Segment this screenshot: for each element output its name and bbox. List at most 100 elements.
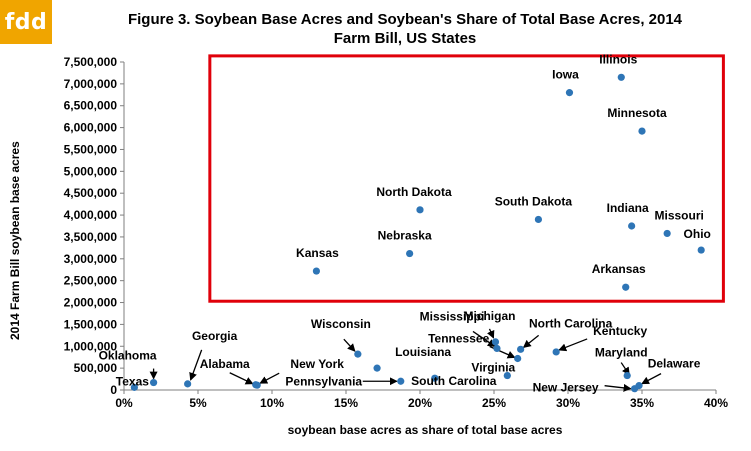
label-arrow	[522, 334, 540, 348]
y-tick-label: 2,500,000	[64, 274, 118, 288]
point-label: Oklahoma	[99, 349, 157, 363]
point-label: Nebraska	[378, 229, 432, 243]
data-point	[663, 229, 671, 238]
label-arrow	[558, 338, 588, 352]
data-point	[552, 348, 560, 356]
y-tick-label: 4,500,000	[64, 186, 118, 200]
y-axis-label: 2014 Farm Bill soybean base acres	[8, 141, 22, 340]
point-label: Delaware	[648, 357, 701, 371]
y-tick-label: 0	[110, 383, 117, 397]
point-label: Missouri	[654, 208, 703, 222]
point-label: New Jersey	[533, 381, 599, 395]
label-arrow	[641, 373, 662, 385]
data-point	[514, 354, 522, 363]
x-tick-label: 20%	[408, 396, 432, 410]
data-point	[253, 381, 261, 389]
data-point	[373, 364, 381, 372]
data-point	[491, 338, 500, 346]
point-label: Iowa	[552, 68, 579, 82]
data-point	[517, 345, 525, 353]
label-arrow	[189, 349, 203, 381]
data-point	[638, 127, 646, 135]
y-tick-label: 7,000,000	[64, 77, 118, 91]
data-points	[130, 73, 705, 393]
data-point	[312, 267, 320, 275]
fdd-logo: fdd	[0, 0, 52, 44]
y-tick-label: 5,500,000	[64, 142, 118, 156]
point-label: North Carolina	[529, 316, 613, 330]
data-point	[565, 89, 574, 97]
data-point	[406, 249, 414, 258]
x-axis-label: soybean base acres as share of total bas…	[287, 423, 563, 437]
highlight-box	[208, 54, 725, 303]
x-tick-label: 35%	[630, 396, 654, 410]
chart-title-line1: Figure 3. Soybean Base Acres and Soybean…	[127, 11, 683, 28]
point-labels: Illinois Iowa Minnesota North Dakota South D…	[99, 52, 711, 394]
label-arrow	[259, 372, 280, 384]
label-arrow	[472, 330, 496, 348]
point-label: Wisconsin	[311, 317, 371, 331]
point-label: Texas	[116, 374, 149, 388]
y-tick-label: 6,000,000	[64, 121, 118, 135]
data-point	[416, 206, 424, 214]
point-label: Indiana	[607, 201, 649, 215]
y-tick-label: 1,500,000	[64, 317, 118, 331]
point-label: South Dakota	[495, 194, 573, 208]
x-tick-label: 30%	[556, 396, 580, 410]
data-point	[354, 350, 362, 358]
x-tick-label: 40%	[704, 396, 728, 410]
point-label: Kansas	[296, 246, 339, 260]
point-label: Virginia	[471, 361, 515, 375]
x-tick-label: 25%	[482, 396, 506, 410]
y-tick-label: 3,500,000	[64, 230, 118, 244]
x-tick-label: 5%	[189, 396, 207, 410]
data-point	[503, 371, 511, 380]
point-label: Michigan	[463, 309, 515, 323]
point-label: South Carolina	[411, 374, 497, 388]
data-point	[622, 283, 630, 291]
point-label: Kentucky	[593, 324, 647, 338]
chart-title: Figure 3. Soybean Base Acres and Soybean…	[60, 10, 750, 48]
y-tick-label: 6,500,000	[64, 99, 118, 113]
point-label: Ohio	[684, 227, 711, 241]
point-label: Pennsylvania	[285, 374, 362, 388]
data-point	[184, 380, 192, 388]
data-point	[130, 383, 138, 391]
y-tick-label: 2,000,000	[64, 296, 118, 310]
x-axis-ticks: 0% 5% 10% 15% 20% 25% 30% 35% 40%	[115, 390, 728, 410]
chart-title-line2: Farm Bill, US States	[333, 30, 477, 47]
data-point	[431, 374, 439, 382]
point-label: New York	[290, 357, 344, 371]
data-point	[697, 246, 705, 254]
point-label: Illinois	[599, 52, 637, 66]
label-arrow	[229, 372, 254, 385]
y-tick-label: 500,000	[74, 361, 118, 375]
y-tick-label: 5,000,000	[64, 164, 118, 178]
point-label: Arkansas	[592, 262, 646, 276]
point-label: North Dakota	[376, 185, 452, 199]
y-tick-label: 4,000,000	[64, 208, 118, 222]
data-point	[397, 377, 405, 385]
y-tick-label: 7,500,000	[64, 55, 118, 69]
data-point	[631, 385, 639, 393]
point-label: Tennessee	[428, 332, 489, 346]
x-tick-label: 10%	[260, 396, 284, 410]
y-axis-ticks: 0 500,000 1,000,000 1,500,000 2,000,000 2,500…	[64, 55, 124, 397]
point-label: Minnesota	[607, 106, 667, 120]
y-tick-label: 3,000,000	[64, 252, 118, 266]
point-label: Louisiana	[395, 345, 451, 359]
label-arrow	[343, 338, 356, 352]
x-tick-label: 15%	[334, 396, 358, 410]
point-label: Mississippi	[420, 309, 485, 323]
data-point	[617, 73, 625, 81]
data-point	[493, 344, 501, 353]
point-label: Georgia	[192, 329, 238, 343]
label-arrow	[486, 328, 495, 339]
data-point	[628, 222, 636, 230]
point-label: Maryland	[595, 346, 648, 360]
data-point	[623, 371, 631, 380]
y-tick-label: 1,000,000	[64, 339, 118, 353]
logo-text: fdd	[4, 9, 48, 35]
